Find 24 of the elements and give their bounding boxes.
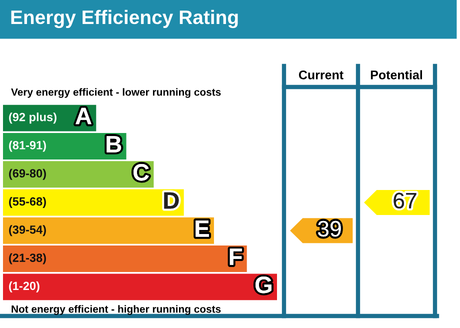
bar: [3, 274, 277, 300]
text: Not energy efficient - higher running costs: [12, 305, 221, 315]
annotation: F: [230, 248, 242, 265]
annotation: D: [164, 192, 179, 209]
y-tick-label: (55-68): [9, 196, 46, 208]
annotation: G: [255, 276, 272, 294]
category-label: Current: [298, 70, 344, 80]
y-tick-label: (81-91): [9, 140, 46, 152]
y-tick-label: (69-80): [9, 168, 46, 180]
data-label: 39: [318, 220, 341, 237]
data-label: 67: [394, 192, 416, 208]
bar: [3, 217, 214, 244]
annotation: C: [134, 164, 149, 181]
text: Very energy efficient - lower running costs: [11, 88, 221, 98]
chart-title: Energy Efficiency Rating: [11, 10, 238, 28]
y-tick-label: (39-54): [9, 225, 46, 236]
category-label: Potential: [370, 70, 422, 80]
annotation: A: [76, 108, 92, 124]
y-tick-label: (21-38): [9, 253, 46, 264]
annotation: E: [196, 220, 209, 237]
y-tick-label: (92 plus): [9, 112, 56, 124]
annotation: B: [106, 136, 122, 152]
y-tick-label: (1-20): [9, 281, 40, 292]
bar: [3, 246, 247, 272]
